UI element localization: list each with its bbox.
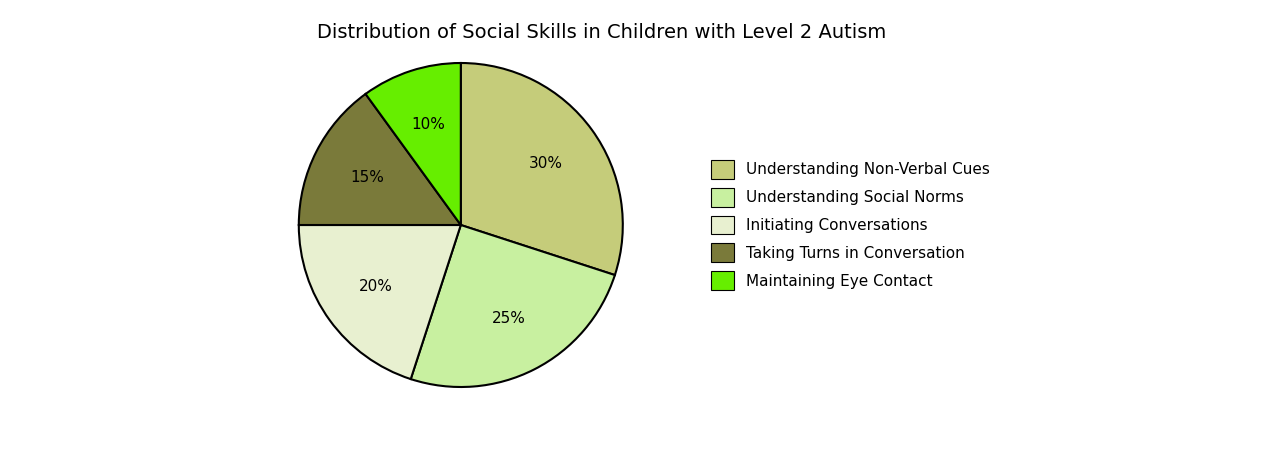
Text: 15%: 15% xyxy=(349,170,384,184)
Text: 20%: 20% xyxy=(358,279,393,294)
Text: 30%: 30% xyxy=(529,156,563,171)
Wedge shape xyxy=(298,94,461,225)
Text: 10%: 10% xyxy=(411,117,445,132)
Text: 25%: 25% xyxy=(492,311,526,326)
Wedge shape xyxy=(366,63,461,225)
Text: Distribution of Social Skills in Children with Level 2 Autism: Distribution of Social Skills in Childre… xyxy=(317,22,886,41)
Wedge shape xyxy=(298,225,461,379)
Wedge shape xyxy=(461,63,623,275)
Legend: Understanding Non-Verbal Cues, Understanding Social Norms, Initiating Conversati: Understanding Non-Verbal Cues, Understan… xyxy=(703,153,997,297)
Wedge shape xyxy=(411,225,614,387)
